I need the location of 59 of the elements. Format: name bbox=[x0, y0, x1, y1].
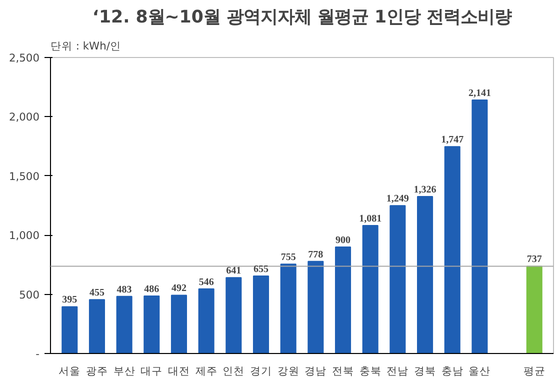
y-tick-label: 500 bbox=[19, 288, 40, 302]
x-tick-label: 경남 bbox=[304, 364, 327, 378]
x-tick-label: 인천 bbox=[222, 364, 245, 378]
x-tick-label: 평균 bbox=[523, 364, 546, 378]
data-label: 1,249 bbox=[386, 194, 409, 205]
x-tick-label: 경기 bbox=[250, 364, 272, 378]
x-tick-label: 광주 bbox=[86, 364, 108, 378]
x-tick-label: 경북 bbox=[414, 364, 436, 378]
data-label: 1,081 bbox=[359, 214, 382, 225]
y-tick-label: - bbox=[36, 348, 40, 360]
bar bbox=[88, 299, 105, 354]
data-label: 1,326 bbox=[414, 184, 436, 196]
data-label: 483 bbox=[116, 284, 132, 296]
bar bbox=[334, 246, 352, 354]
bar bbox=[116, 296, 132, 354]
y-tick-label: 2,000 bbox=[8, 110, 40, 124]
bar bbox=[144, 295, 160, 354]
x-tick-label: 울산 bbox=[468, 364, 491, 378]
data-label: 492 bbox=[171, 283, 186, 294]
data-label: 1,747 bbox=[441, 134, 464, 146]
bar bbox=[526, 266, 542, 354]
x-tick-label: 전북 bbox=[332, 364, 354, 378]
data-label: 546 bbox=[198, 276, 214, 288]
bar bbox=[444, 146, 460, 354]
x-tick-label: 전남 bbox=[386, 364, 409, 378]
bar bbox=[62, 306, 78, 354]
data-label: 655 bbox=[253, 264, 268, 275]
x-tick-label: 대구 bbox=[140, 364, 163, 378]
data-label: 737 bbox=[526, 254, 542, 266]
x-tick-label: 충북 bbox=[359, 364, 382, 378]
y-tick-label: 2,500 bbox=[8, 52, 40, 64]
bar bbox=[198, 288, 214, 354]
x-tick-label: 서울 bbox=[58, 364, 81, 378]
bar bbox=[226, 277, 242, 354]
data-label: 755 bbox=[280, 252, 296, 264]
data-label: 395 bbox=[62, 294, 78, 306]
y-tick-label: 1,500 bbox=[8, 170, 40, 183]
bar bbox=[252, 275, 270, 354]
data-label: 641 bbox=[226, 266, 242, 277]
bar bbox=[280, 264, 296, 354]
data-label: 455 bbox=[89, 288, 104, 299]
data-label: 2,141 bbox=[468, 88, 491, 100]
data-label: 778 bbox=[308, 249, 324, 260]
x-tick-label: 부산 bbox=[113, 364, 136, 378]
x-tick-label: 충남 bbox=[441, 364, 464, 378]
data-label: 486 bbox=[144, 284, 160, 295]
x-tick-label: 대전 bbox=[168, 364, 190, 378]
bar bbox=[308, 260, 324, 354]
bar bbox=[390, 205, 406, 354]
chart-title: ‘12. 8월~10월 광역지자체 월평균 1인당 전력소비량 bbox=[92, 8, 512, 28]
y-tick-label: 1,000 bbox=[8, 229, 40, 242]
bar bbox=[472, 100, 488, 354]
chart-subtitle: 단위 : kWh/인 bbox=[50, 40, 121, 52]
bar bbox=[362, 225, 378, 354]
bar bbox=[170, 294, 187, 354]
x-tick-label: 강원 bbox=[277, 364, 300, 378]
data-label: 900 bbox=[336, 234, 351, 246]
bar bbox=[417, 196, 434, 354]
x-tick-label: 제주 bbox=[195, 364, 218, 378]
